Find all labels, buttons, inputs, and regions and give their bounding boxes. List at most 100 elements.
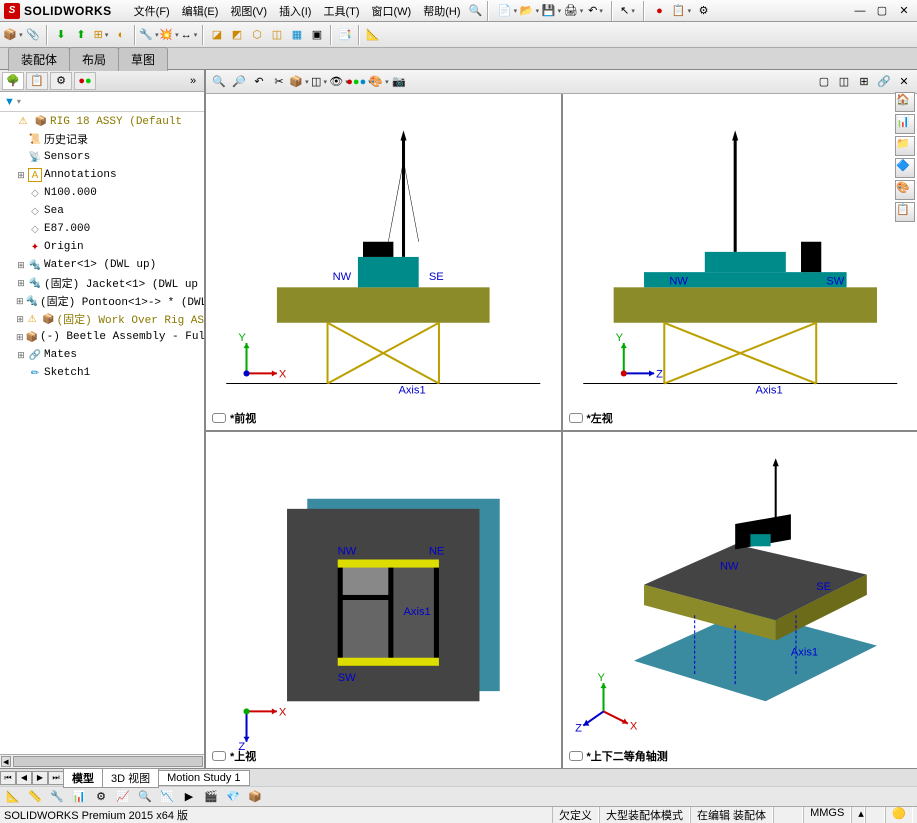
open-button[interactable]: 📂 (521, 2, 539, 20)
view-settings-icon[interactable]: 📷 (390, 73, 408, 91)
tab-layout[interactable]: 布局 (69, 47, 119, 71)
panel-hscroll[interactable]: ◀ (0, 754, 204, 768)
two-view-icon[interactable]: ◫ (835, 73, 853, 91)
tree-row[interactable]: ✦Origin (0, 238, 204, 256)
tab-nav-last[interactable]: ⏭ (48, 771, 64, 785)
menu-window[interactable]: 窗口(W) (366, 3, 418, 19)
tool-pattern[interactable]: ⊞ (92, 26, 110, 44)
tool-insert[interactable]: ⬇ (52, 26, 70, 44)
dock-explorer-icon[interactable]: 📁 (895, 136, 915, 156)
tree-row[interactable]: ⚠📦RIG 18 ASSY (Default (0, 112, 204, 130)
qicon-4[interactable]: 📊 (70, 788, 88, 806)
menu-help[interactable]: 帮助(H) (417, 3, 466, 19)
select-button[interactable]: ↖ (619, 2, 637, 20)
tree-row[interactable]: 📜历史记录 (0, 130, 204, 148)
status-rebuild-icon[interactable]: 🟡 (885, 807, 913, 823)
bottom-tab-model[interactable]: 模型 (63, 768, 103, 788)
rebuild-button[interactable]: ● (651, 2, 669, 20)
tool-feature6[interactable]: ▣ (308, 26, 326, 44)
tool-reference[interactable]: 📐 (364, 26, 382, 44)
bottom-tab-3dview[interactable]: 3D 视图 (102, 768, 159, 788)
qicon-5[interactable]: ⚙ (92, 788, 110, 806)
viewport-left[interactable]: NW SW Axis1 Y Z *左视 (563, 94, 917, 430)
close-button[interactable]: ✕ (895, 2, 913, 20)
fm-tab-config[interactable]: ⚙ (50, 72, 72, 90)
print-button[interactable]: 🖨 (565, 2, 583, 20)
tool-assembly[interactable]: 🔧 (140, 26, 158, 44)
status-dd1[interactable]: ▴ (851, 807, 865, 823)
tool-component[interactable]: ⬆ (72, 26, 90, 44)
save-button[interactable]: 💾 (543, 2, 561, 20)
qicon-9[interactable]: ▶ (180, 788, 198, 806)
tool-feature2[interactable]: ◩ (228, 26, 246, 44)
vp-close-icon[interactable]: ✕ (895, 73, 913, 91)
tree-row[interactable]: ⊞🔩(固定) Pontoon<1>-> * (DWL (0, 292, 204, 310)
tree-row[interactable]: ✏Sketch1 (0, 364, 204, 382)
viewport-top[interactable]: NW NE SW Axis1 X Z *上视 (206, 432, 561, 768)
menu-view[interactable]: 视图(V) (224, 3, 273, 19)
qicon-6[interactable]: 📈 (114, 788, 132, 806)
link-views-icon[interactable]: 🔗 (875, 73, 893, 91)
tree-row[interactable]: ⊞🔗Mates (0, 346, 204, 364)
appearance-icon[interactable]: ●●● (350, 73, 368, 91)
qicon-11[interactable]: 💎 (224, 788, 242, 806)
fm-expand-icon[interactable]: » (184, 72, 202, 90)
menu-insert[interactable]: 插入(I) (273, 3, 317, 19)
qicon-1[interactable]: 📐 (4, 788, 22, 806)
undo-button[interactable]: ↶ (587, 2, 605, 20)
feature-tree[interactable]: ⚠📦RIG 18 ASSY (Default📜历史记录📡Sensors⊞AAnn… (0, 112, 204, 754)
zoom-area-icon[interactable]: 🔎 (230, 73, 248, 91)
bottom-tab-motion[interactable]: Motion Study 1 (158, 770, 249, 786)
filter-dropdown-icon[interactable]: ▾ (17, 97, 21, 106)
qicon-10[interactable]: 🎬 (202, 788, 220, 806)
tool-feature5[interactable]: ▦ (288, 26, 306, 44)
dock-library-icon[interactable]: 📊 (895, 114, 915, 134)
tree-row[interactable]: ◇E87.000 (0, 220, 204, 238)
status-units[interactable]: MMGS (803, 807, 851, 823)
zoom-fit-icon[interactable]: 🔍 (210, 73, 228, 91)
qicon-7[interactable]: 🔍 (136, 788, 154, 806)
qicon-2[interactable]: 📏 (26, 788, 44, 806)
tool-move[interactable]: ↔ (180, 26, 198, 44)
tree-row[interactable]: ◇N100.000 (0, 184, 204, 202)
scene-icon[interactable]: 🎨 (370, 73, 388, 91)
tool-explode[interactable]: 💥 (160, 26, 178, 44)
dock-resources-icon[interactable]: 🏠 (895, 92, 915, 112)
tool-bom[interactable]: 📑 (336, 26, 354, 44)
tab-nav-prev[interactable]: ◀ (16, 771, 32, 785)
maximize-button[interactable]: ▢ (873, 2, 891, 20)
search-icon[interactable]: 🔍 (467, 2, 485, 20)
single-view-icon[interactable]: ▢ (815, 73, 833, 91)
tree-row[interactable]: ⊞📦(-) Beetle Assembly - Full (0, 328, 204, 346)
fm-tab-display[interactable]: ●● (74, 72, 96, 90)
new-button[interactable]: 📄 (499, 2, 517, 20)
filter-icon[interactable]: ▼ (4, 96, 15, 108)
tree-row[interactable]: ⊞🔩(固定) Jacket<1> (DWL up (0, 274, 204, 292)
menu-file[interactable]: 文件(F) (128, 3, 176, 19)
tool-feature3[interactable]: ⬡ (248, 26, 266, 44)
tool-new-part[interactable]: 📦 (4, 26, 22, 44)
dock-view-icon[interactable]: 🔷 (895, 158, 915, 178)
qicon-8[interactable]: 📉 (158, 788, 176, 806)
tab-nav-first[interactable]: ⏮ (0, 771, 16, 785)
fm-tab-property[interactable]: 📋 (26, 72, 48, 90)
menu-tools[interactable]: 工具(T) (317, 3, 365, 19)
menu-edit[interactable]: 编辑(E) (176, 3, 225, 19)
tree-row[interactable]: ⊞⚠📦(固定) Work Over Rig AS (0, 310, 204, 328)
tree-row[interactable]: ⊞AAnnotations (0, 166, 204, 184)
tab-nav-next[interactable]: ▶ (32, 771, 48, 785)
tab-assembly[interactable]: 装配体 (8, 47, 70, 71)
tool-attach[interactable]: 📎 (24, 26, 42, 44)
tab-sketch[interactable]: 草图 (118, 47, 168, 71)
hscroll-thumb[interactable] (13, 756, 203, 767)
tool-mate[interactable]: ◐ (112, 26, 130, 44)
dock-property-icon[interactable]: 📋 (895, 202, 915, 222)
minimize-button[interactable]: — (851, 2, 869, 20)
qicon-12[interactable]: 📦 (246, 788, 264, 806)
prev-view-icon[interactable]: ↶ (250, 73, 268, 91)
qicon-3[interactable]: 🔧 (48, 788, 66, 806)
tool-feature1[interactable]: ◪ (208, 26, 226, 44)
section-view-icon[interactable]: ✂ (270, 73, 288, 91)
viewport-iso[interactable]: Axis1 NW SE Y X Z *上下二等角轴测 (563, 432, 917, 768)
fm-tab-tree[interactable]: 🌳 (2, 72, 24, 90)
